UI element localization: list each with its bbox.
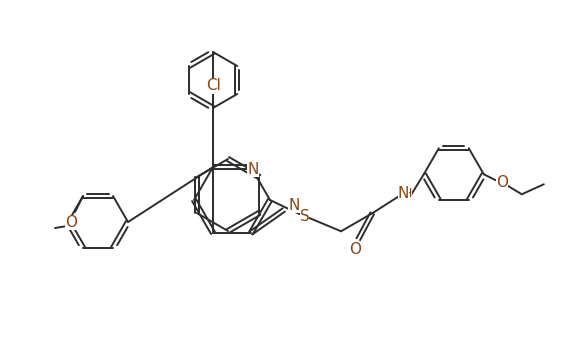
Text: O: O <box>65 214 77 230</box>
Text: N: N <box>247 162 259 177</box>
Text: S: S <box>300 208 310 224</box>
Text: O: O <box>496 175 508 190</box>
Text: N: N <box>398 186 409 201</box>
Text: H: H <box>403 187 412 200</box>
Text: O: O <box>349 242 361 257</box>
Text: Cl: Cl <box>206 78 221 94</box>
Text: N: N <box>288 199 299 213</box>
